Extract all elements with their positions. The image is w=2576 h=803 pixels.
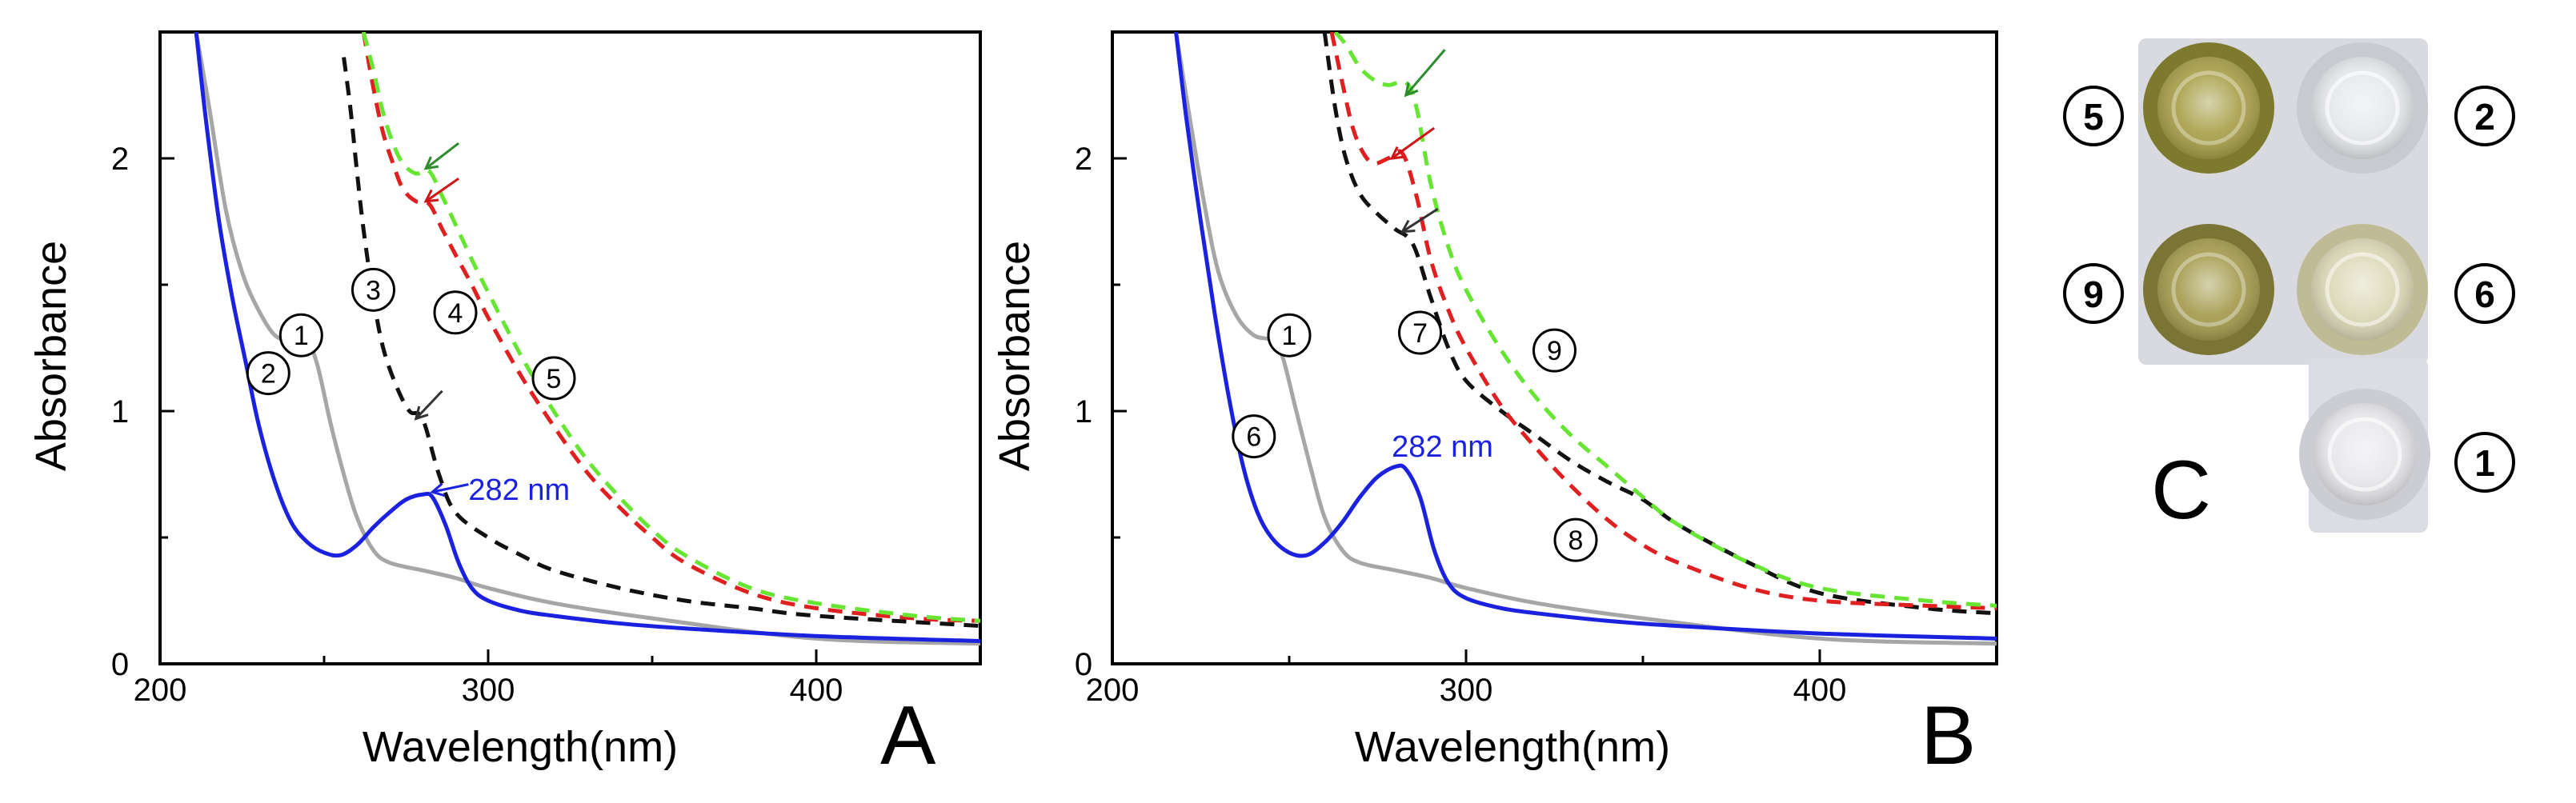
svg-text:2: 2 [261, 359, 276, 390]
curve-marker-7: 7 [1398, 310, 1443, 355]
curve-marker-2: 2 [246, 351, 290, 396]
peak-annotation: 282 nm [468, 473, 570, 507]
well [2299, 389, 2430, 520]
well-label: 1 [2454, 432, 2515, 493]
x-tick-label: 200 [1086, 673, 1140, 708]
svg-text:6: 6 [1246, 422, 1261, 453]
well [2143, 224, 2274, 355]
svg-text:9: 9 [2083, 274, 2104, 315]
series-line-3 [342, 57, 980, 629]
series-line-6 [1174, 32, 1997, 641]
x-tick-label: 400 [1793, 673, 1847, 708]
pointer-arrow [1389, 126, 1436, 160]
panel-c-photo: 5 2 9 6 1 C [2063, 38, 2515, 537]
curve-marker-1: 1 [278, 313, 323, 358]
arrow-layer: 282 nm [414, 142, 570, 507]
well [2297, 224, 2428, 355]
svg-text:7: 7 [1412, 318, 1428, 349]
svg-text:9: 9 [1547, 336, 1562, 366]
tick-marks [158, 30, 982, 665]
x-axis-title: Wavelength(nm) [1355, 723, 1670, 771]
series-line-1 [1174, 32, 1997, 646]
panel-letter: C [2151, 444, 2211, 537]
well-label: 9 [2063, 263, 2124, 324]
svg-text:8: 8 [1568, 525, 1584, 556]
panel-letter: B [1921, 689, 1976, 782]
svg-text:4: 4 [448, 298, 463, 329]
panel-letter: A [880, 689, 936, 782]
curve-marker-6: 6 [1232, 414, 1276, 459]
svg-text:3: 3 [366, 275, 381, 306]
x-axis-title: Wavelength(nm) [363, 723, 678, 771]
pointer-arrow [430, 482, 469, 497]
svg-text:1: 1 [1282, 321, 1297, 351]
y-tick-label: 1 [111, 394, 129, 429]
panel-b-chart: 282 nm 1 6 7 8 9 200 300 400 0 1 2 Wavelengt… [991, 30, 1998, 782]
series-layer [1174, 32, 1997, 646]
well [2297, 42, 2428, 174]
series-layer [194, 32, 980, 646]
y-tick-label: 0 [1075, 647, 1092, 682]
curve-marker-1: 1 [1267, 313, 1312, 358]
x-tick-label: 300 [462, 673, 515, 708]
curve-marker-8: 8 [1553, 517, 1598, 562]
well [2143, 42, 2274, 174]
plot-frame [1111, 30, 1998, 665]
pointer-arrow [423, 142, 460, 170]
x-tick-label: 400 [790, 673, 843, 708]
series-line-9 [1333, 32, 1997, 608]
pointer-arrow [414, 390, 443, 421]
series-line-5 [361, 32, 980, 623]
y-tick-label: 2 [1075, 142, 1092, 177]
svg-text:6: 6 [2474, 274, 2495, 315]
y-tick-label: 1 [1075, 394, 1092, 429]
pointer-arrow [1400, 207, 1439, 234]
series-line-2 [194, 32, 980, 644]
curve-marker-9: 9 [1532, 328, 1576, 373]
curve-marker-4: 4 [433, 290, 478, 335]
series-line-4 [361, 32, 980, 623]
peak-annotation: 282 nm [1392, 430, 1493, 464]
pointer-arrow [423, 178, 459, 203]
well-label: 5 [2063, 86, 2124, 146]
y-tick-label: 0 [111, 647, 129, 682]
marker-layer: 1 6 7 8 9 [1232, 310, 1598, 562]
series-line-1 [194, 32, 980, 646]
svg-text:1: 1 [294, 321, 309, 351]
svg-text:1: 1 [2474, 442, 2495, 484]
marker-layer: 12 3 4 5 [246, 267, 576, 401]
svg-text:5: 5 [547, 364, 562, 394]
well-label: 6 [2454, 263, 2515, 324]
x-tick-label: 200 [134, 673, 187, 708]
svg-text:5: 5 [2083, 96, 2104, 138]
plot-frame [158, 30, 982, 665]
y-tick-label: 2 [111, 142, 129, 177]
y-axis-title: Absorbance [27, 241, 75, 471]
y-axis-title: Absorbance [991, 241, 1039, 471]
arrow-layer: 282 nm [1389, 49, 1493, 464]
curve-marker-3: 3 [351, 267, 395, 312]
tick-marks [1111, 30, 1998, 665]
pointer-arrow [1404, 49, 1446, 98]
x-tick-label: 300 [1440, 673, 1493, 708]
svg-text:2: 2 [2474, 96, 2495, 138]
curve-marker-5: 5 [531, 356, 576, 401]
well-label: 2 [2454, 86, 2515, 146]
